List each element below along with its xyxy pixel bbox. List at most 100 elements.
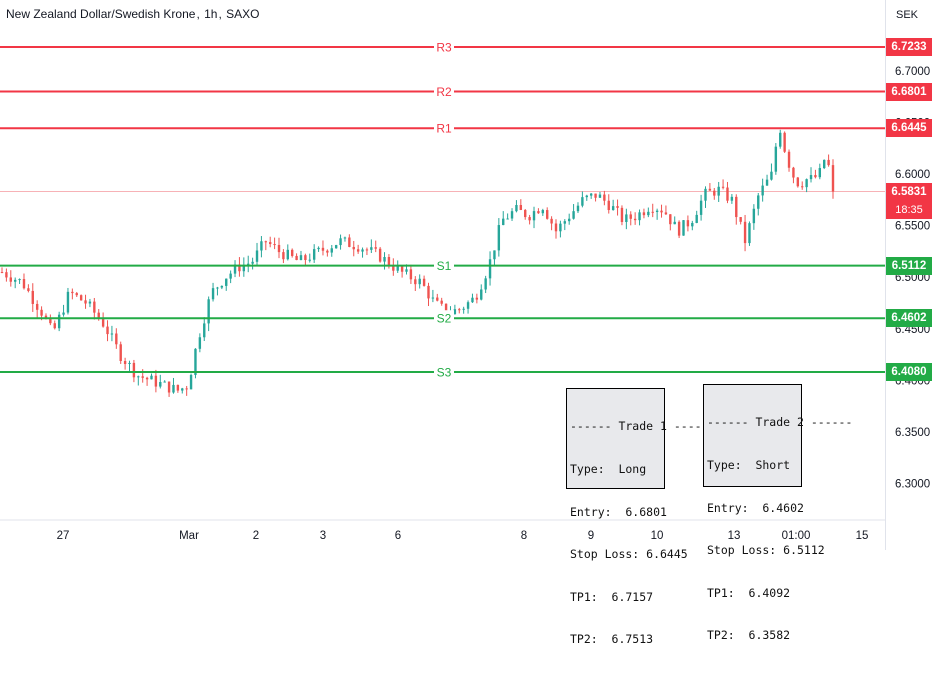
candle-body <box>629 214 632 219</box>
candle-body <box>123 361 127 365</box>
time-tick-label: 6 <box>395 530 401 542</box>
candle-body <box>462 308 465 310</box>
level-label-r2: R2 <box>436 85 452 99</box>
candle-body <box>216 287 219 289</box>
candle-body <box>827 159 830 166</box>
candle-body <box>290 249 294 256</box>
candle-body <box>699 200 703 215</box>
candle-body <box>818 168 822 178</box>
candle-body <box>137 376 140 378</box>
level-label-r1: R1 <box>436 122 452 136</box>
candle-body <box>57 314 61 329</box>
candle-body <box>642 212 646 216</box>
candle-body <box>255 250 259 262</box>
candle-body <box>510 211 514 219</box>
candle-body <box>765 179 769 186</box>
candle-body <box>436 297 439 301</box>
time-tick-label: 27 <box>57 530 70 542</box>
candle-body <box>471 297 474 303</box>
candle-body <box>31 290 34 304</box>
candle-body <box>475 297 479 300</box>
candle-body <box>713 190 716 196</box>
candle-body <box>308 259 311 261</box>
candle-body <box>620 207 624 223</box>
price-tag-s1: 6.5112 <box>886 256 932 275</box>
candle-body <box>541 210 545 214</box>
candle-body <box>677 221 681 236</box>
candle-body <box>396 266 399 271</box>
candle-body <box>79 295 83 301</box>
candle-body <box>189 374 193 390</box>
candle-body <box>735 196 738 218</box>
level-label-r3: R3 <box>436 40 452 54</box>
trade-2-box: ------ Trade 2 ------ Type: Short Entry:… <box>703 384 852 642</box>
candle-body <box>528 217 531 221</box>
chart-plot-area[interactable]: 6.70006.65006.60006.55006.50006.45006.40… <box>0 0 932 550</box>
candle-body <box>779 132 782 147</box>
time-tick-label: 2 <box>253 530 259 542</box>
candle-body <box>242 264 246 272</box>
candle-body <box>418 278 421 285</box>
price-tag-r1: 6.6445 <box>886 119 932 138</box>
candle-body <box>502 218 505 226</box>
candle-body <box>356 249 360 252</box>
candle-body <box>176 384 180 391</box>
candle-body <box>9 277 12 282</box>
candle-body <box>453 309 457 315</box>
candle-body <box>440 300 443 304</box>
candle-body <box>365 249 369 251</box>
candle-body <box>269 242 272 245</box>
level-label-bg <box>434 364 454 381</box>
candle-body <box>119 344 122 362</box>
candle-body <box>106 326 109 335</box>
candle-body <box>774 146 778 172</box>
candle-body <box>295 255 298 261</box>
candle-body <box>198 337 202 349</box>
level-label-bg <box>434 120 454 137</box>
candle-body <box>150 375 153 380</box>
candle-body <box>194 348 197 375</box>
candle-body <box>664 212 668 215</box>
candle-body <box>532 211 536 221</box>
candle-body <box>62 312 65 315</box>
candle-body <box>739 217 742 222</box>
candle-body <box>101 318 105 327</box>
candle-body <box>225 278 228 286</box>
time-tick-label: 01:00 <box>782 530 811 542</box>
candle-body <box>405 269 408 272</box>
candle-body <box>633 218 637 221</box>
candle-body <box>708 188 712 191</box>
candle-body <box>576 205 580 212</box>
candle-body <box>484 278 487 290</box>
candle-body <box>185 388 188 390</box>
candle-body <box>110 333 114 335</box>
candle-body <box>480 289 483 300</box>
candle-body <box>567 218 571 222</box>
price-tag-r2: 6.6801 <box>886 82 932 101</box>
candle-body <box>572 211 575 219</box>
candle-body <box>537 211 540 214</box>
time-tick-label: 8 <box>521 530 527 542</box>
candle-body <box>638 212 641 221</box>
price-tag-s2: 6.4602 <box>886 309 932 328</box>
candle-body <box>660 210 663 213</box>
candle-body <box>589 193 593 196</box>
candle-body <box>238 264 241 272</box>
chart-title: New Zealand Dollar/Swedish Krone, 1h, SA… <box>6 7 260 21</box>
price-axis-divider <box>885 0 886 550</box>
trade-1-tp2: TP2: 6.7513 <box>570 632 654 647</box>
symbol-name: New Zealand Dollar/Swedish Krone <box>6 7 196 21</box>
candle-body <box>400 266 404 272</box>
candle-body <box>40 309 43 316</box>
time-tick-label: Mar <box>179 530 199 542</box>
candle-body <box>132 362 136 378</box>
candle-body <box>488 259 492 279</box>
candle-body <box>207 299 210 324</box>
chart[interactable]: 6.70006.65006.60006.55006.50006.45006.40… <box>0 0 932 646</box>
candle-body <box>611 206 615 211</box>
candle-body <box>181 388 184 391</box>
candle-body <box>554 223 558 232</box>
candle-body <box>757 195 760 209</box>
candle-body <box>770 171 773 180</box>
candle-body <box>312 249 316 260</box>
